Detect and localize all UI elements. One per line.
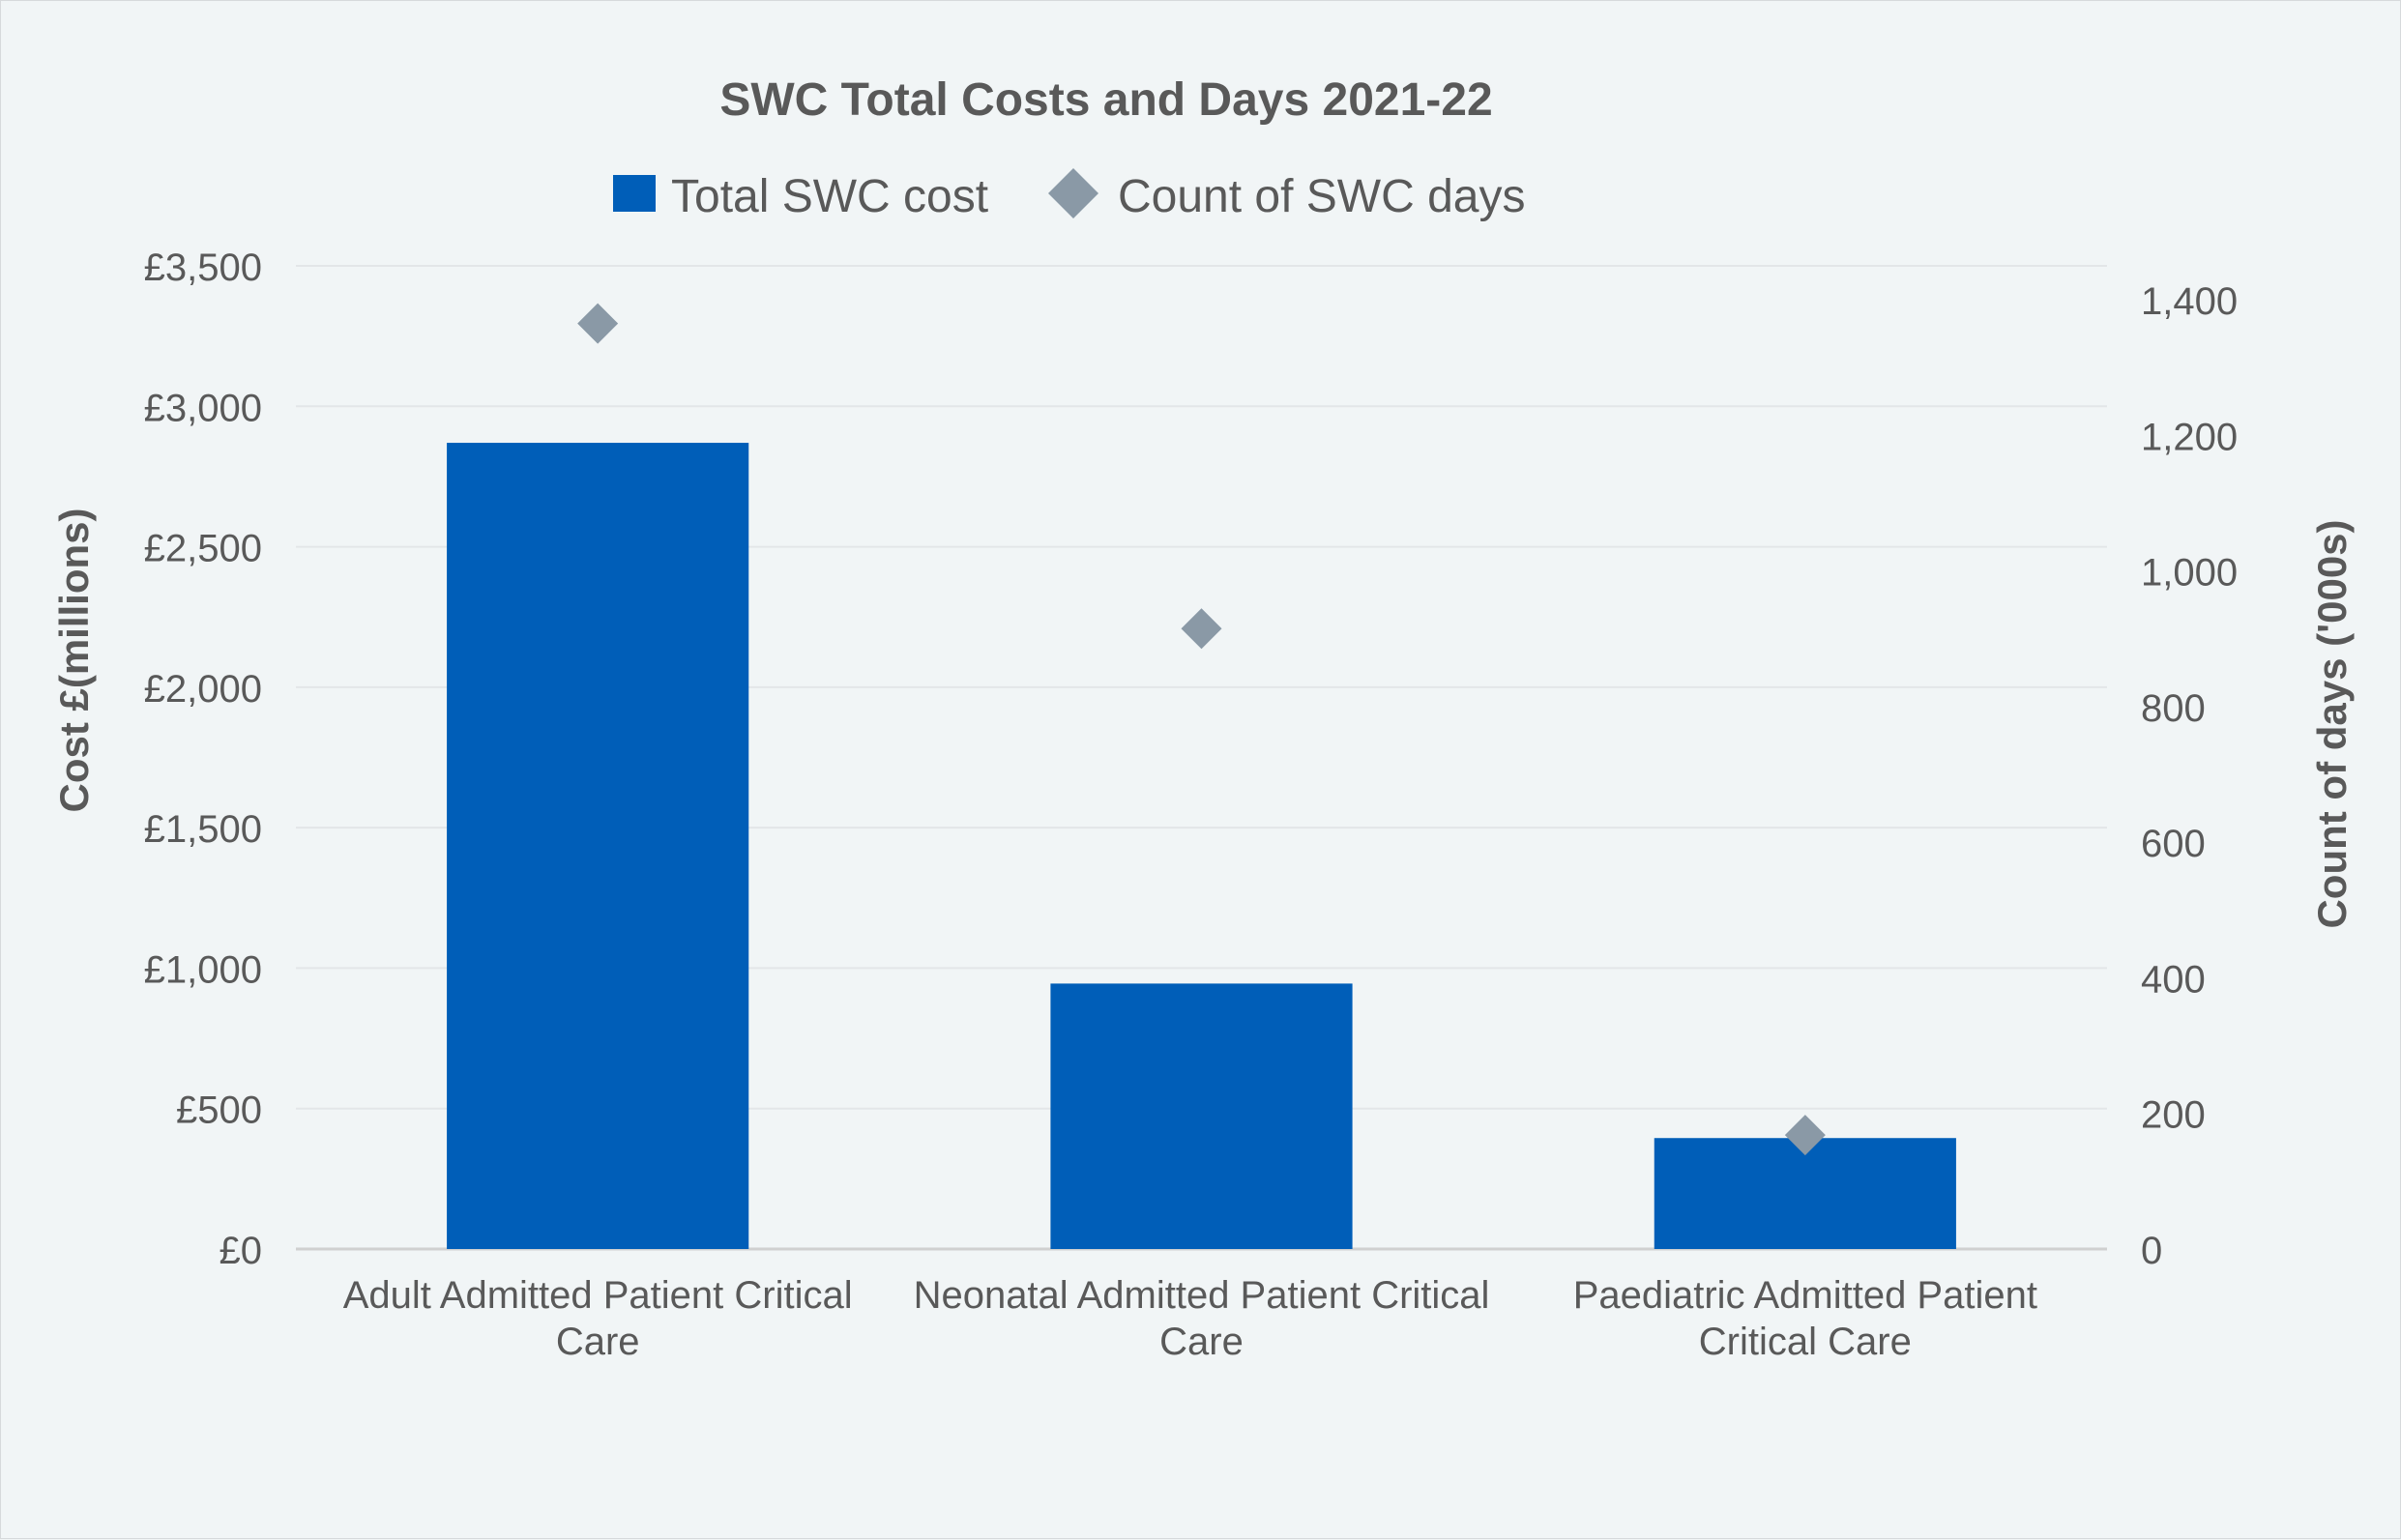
legend: Total SWC cost Count of SWC days bbox=[613, 168, 1526, 222]
bar-total-swc-cost bbox=[447, 443, 749, 1249]
bar-total-swc-cost bbox=[1654, 1138, 1956, 1249]
right-tick-label: 1,200 bbox=[2141, 416, 2238, 458]
legend-swatch-swc-days bbox=[1048, 168, 1098, 218]
bar-total-swc-cost bbox=[1050, 983, 1353, 1249]
right-axis-ticks: 0 200 400 600 800 1,000 1,200 1,400 bbox=[2141, 280, 2238, 1272]
category-label: Adult Admitted Patient Critical Care bbox=[343, 1274, 853, 1363]
left-tick-label: £3,000 bbox=[144, 387, 262, 429]
right-tick-label: 200 bbox=[2141, 1094, 2206, 1137]
right-tick-label: 800 bbox=[2141, 687, 2206, 730]
marker-series bbox=[577, 303, 1826, 1156]
left-tick-label: £1,000 bbox=[144, 948, 262, 991]
right-tick-label: 0 bbox=[2141, 1230, 2162, 1272]
category-label: Neonatal Admitted Patient Critical Care bbox=[914, 1274, 1490, 1363]
left-tick-label: £1,500 bbox=[144, 808, 262, 851]
left-tick-label: £3,500 bbox=[144, 247, 262, 289]
marker-swc-days bbox=[1784, 1115, 1826, 1156]
category-axis-labels: Adult Admitted Patient Critical Care Neona… bbox=[343, 1274, 2037, 1363]
left-tick-label: £2,500 bbox=[144, 528, 262, 570]
legend-label-swc-days: Count of SWC days bbox=[1118, 171, 1526, 222]
legend-label-total-cost: Total SWC cost bbox=[671, 171, 988, 222]
right-tick-label: 1,400 bbox=[2141, 280, 2238, 323]
left-axis-title: Cost £(millions) bbox=[51, 508, 97, 812]
right-tick-label: 600 bbox=[2141, 823, 2206, 865]
left-tick-label: £500 bbox=[176, 1090, 262, 1132]
category-label: Paediatric Admitted Patient Critical Care bbox=[1573, 1274, 2037, 1363]
bar-series bbox=[447, 443, 1956, 1249]
left-tick-label: £0 bbox=[220, 1230, 263, 1272]
marker-swc-days bbox=[1181, 608, 1222, 650]
right-axis-title: Count of days ('000s) bbox=[2309, 519, 2355, 928]
left-tick-label: £2,000 bbox=[144, 668, 262, 711]
right-tick-label: 1,000 bbox=[2141, 552, 2238, 595]
marker-swc-days bbox=[577, 303, 619, 344]
chart-title: SWC Total Costs and Days 2021-22 bbox=[719, 74, 1492, 126]
legend-swatch-total-cost bbox=[613, 175, 656, 212]
right-tick-label: 400 bbox=[2141, 958, 2206, 1001]
left-axis-ticks: £0 £500 £1,000 £1,500 £2,000 £2,500 £3,000 £3,5… bbox=[144, 247, 262, 1272]
